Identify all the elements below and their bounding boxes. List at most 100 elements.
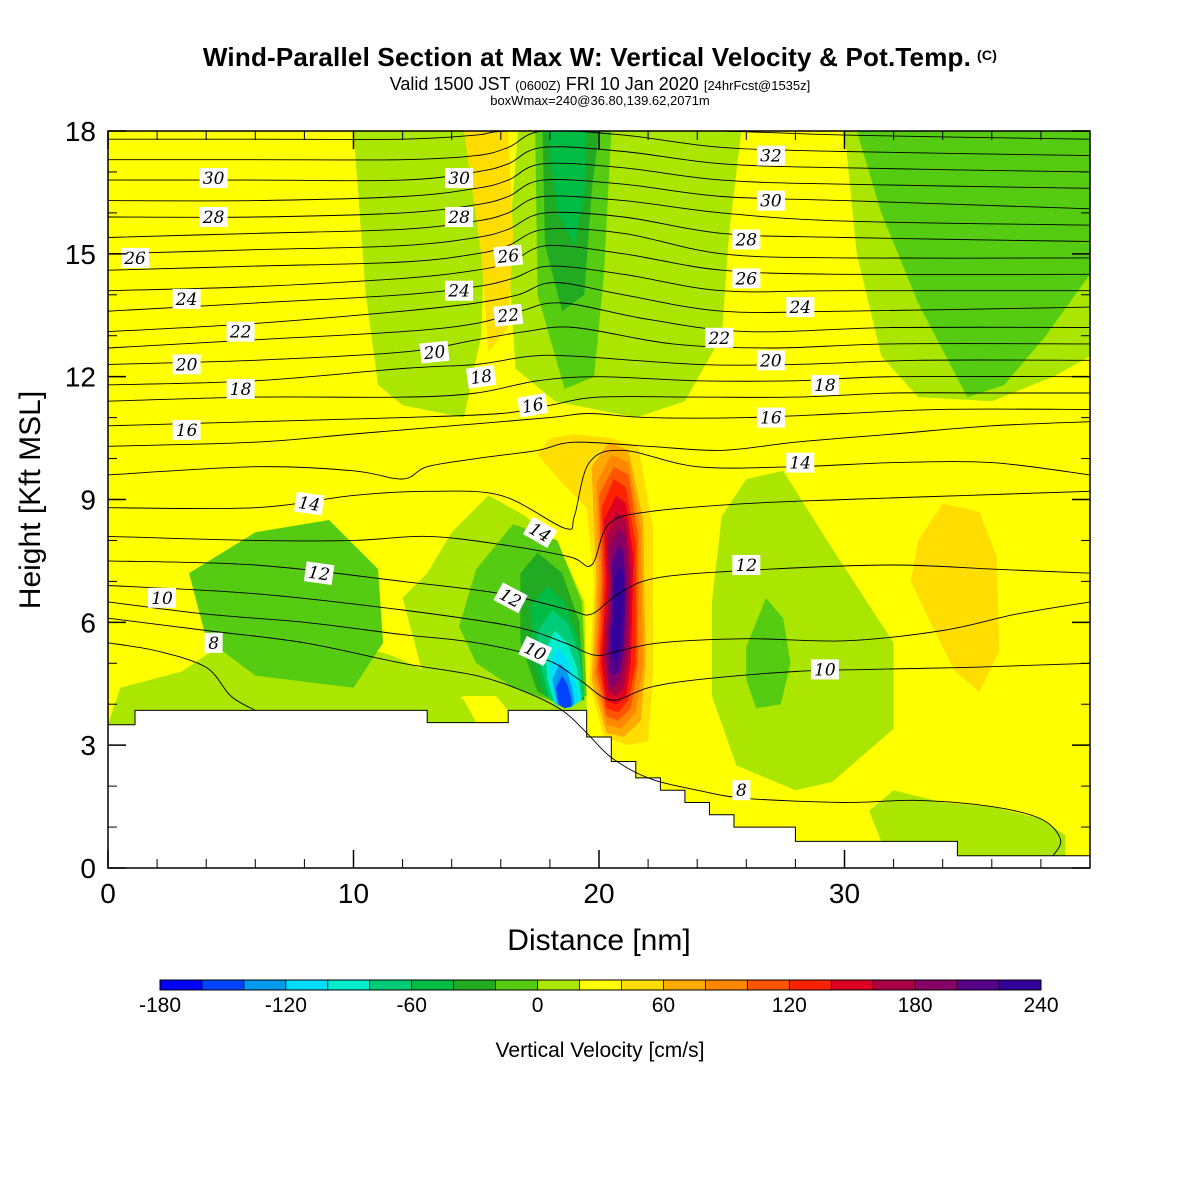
box-info: boxWmax=240@36.80,139.62,2071m: [490, 93, 710, 108]
theta-label-text: 30: [760, 192, 782, 212]
theta-line-24: [108, 244, 1090, 292]
colorbar-swatch: [411, 980, 455, 990]
colorbar-swatch: [663, 980, 706, 990]
colorbar-swatch: [747, 980, 790, 990]
theta-label-31: 16: [756, 407, 785, 429]
theta-label-text: 12: [735, 556, 757, 576]
colorbar-swatch: [705, 980, 748, 990]
valid-date: FRI 10 Jan 2020: [565, 74, 699, 94]
theta-line-28: [108, 179, 1090, 218]
colorbar-tick-label: -60: [397, 994, 427, 1017]
theta-label-7: 16: [172, 419, 201, 441]
theta-label-13: 28: [445, 207, 474, 228]
w-region-15: [746, 597, 791, 709]
theta-label-text: 22: [229, 323, 252, 343]
theta-label-1: 28: [199, 207, 228, 228]
theta-line-29: [108, 162, 1090, 202]
theta-label-28: 22: [705, 327, 734, 349]
theta-label-text: 28: [734, 231, 757, 251]
w-region-9: [547, 131, 587, 246]
theta-label-2: 26: [121, 247, 149, 269]
theta-label-text: 30: [203, 169, 225, 189]
theta-label-text: 20: [175, 355, 198, 375]
theta-label-text: 8: [208, 634, 219, 654]
chart-title-main: Wind-Parallel Section at Max W: Vertical…: [202, 42, 972, 72]
theta-label-text: 16: [760, 409, 782, 429]
theta-line-22: [108, 282, 1090, 333]
colorbar-swatch: [621, 980, 664, 990]
theta-label-35: 8: [732, 780, 751, 801]
theta-label-29: 20: [756, 350, 785, 371]
theta-label-text: 18: [230, 380, 252, 400]
colorbar: -180 -120 -60 0 60 120 180 240: [139, 979, 1059, 1017]
theta-label-25: 28: [732, 229, 761, 251]
w-region-5: [942, 131, 1078, 234]
colorbar-swatch: [957, 980, 1000, 990]
colorbar-tick-label: 60: [652, 994, 675, 1017]
chart-subtitle: Valid 1500 JST (0600Z) FRI 10 Jan 2020 […: [0, 74, 1200, 95]
theta-label-text: 24: [788, 298, 811, 318]
w-region-16: [869, 790, 1066, 856]
theta-label-text: 22: [496, 305, 521, 327]
y-tick-label: 12: [65, 362, 96, 393]
x-tick-label: 30: [829, 878, 860, 909]
theta-label-text: 28: [447, 208, 470, 228]
y-tick-label: 0: [80, 853, 96, 884]
colorbar-swatch: [873, 980, 916, 990]
theta-label-14: 26: [493, 244, 524, 268]
theta-label-text: 26: [734, 269, 757, 289]
colorbar-tick-label: 180: [898, 994, 933, 1017]
theta-line-30: [108, 146, 1090, 182]
theta-label-10: 10: [148, 587, 176, 609]
colorbar-swatch: [537, 980, 581, 990]
theta-line-26: [108, 211, 1090, 255]
y-tick-label: 3: [80, 730, 96, 761]
x-tick-label: 20: [583, 878, 614, 909]
colorbar-swatch: [999, 980, 1042, 990]
colorbar-frame: [159, 979, 1042, 991]
valid-prefix: Valid 1500 JST: [389, 74, 511, 94]
x-axis-title: Distance [nm]: [507, 924, 690, 957]
theta-label-24: 30: [756, 190, 785, 212]
theta-line-10: [108, 601, 1090, 701]
theta-label-0: 30: [199, 168, 228, 189]
theta-label-27: 24: [786, 297, 815, 318]
theta-label-text: 20: [422, 342, 447, 364]
forecast-info: [24hrFcst@1535z]: [703, 78, 811, 93]
theta-line-21: [108, 302, 1090, 349]
theta-label-text: 26: [123, 249, 146, 269]
theta-label-text: 24: [447, 282, 470, 302]
colorbar-swatch: [285, 980, 329, 990]
w-region-14: [711, 470, 894, 791]
theta-label-text: 24: [175, 290, 198, 310]
chart-title-suffix: (C): [977, 47, 998, 63]
y-tick-label: 18: [65, 116, 96, 147]
colorbar-swatch: [243, 980, 287, 990]
theta-line-18: [108, 375, 1090, 402]
y-tick-label: 15: [65, 239, 96, 270]
theta-label-6: 18: [226, 379, 255, 400]
theta-label-3: 24: [172, 288, 201, 310]
vertical-velocity-fills: [108, 131, 1090, 856]
valid-utc: (0600Z): [515, 78, 561, 93]
theta-line-16: [108, 408, 1090, 447]
colorbar-swatch: [789, 980, 832, 990]
theta-line-19: [108, 354, 1090, 386]
y-tick-label: 9: [80, 485, 96, 516]
theta-line-31: [108, 131, 1090, 161]
theta-label-33: 12: [732, 555, 761, 576]
theta-label-text: 22: [707, 329, 730, 349]
theta-label-11: 8: [204, 632, 223, 654]
theta-label-34: 10: [810, 659, 839, 680]
theta-label-30: 18: [810, 374, 839, 396]
theta-line-17: [108, 392, 1090, 427]
terrain-mask: [108, 709, 1090, 868]
theta-label-text: 12: [307, 563, 331, 586]
colorbar-tick-label: -120: [265, 994, 307, 1017]
theta-label-32: 14: [786, 452, 815, 474]
theta-label-4: 22: [226, 321, 255, 343]
w-region-6: [464, 131, 514, 353]
theta-line-20: [108, 326, 1090, 365]
theta-label-text: 28: [202, 208, 225, 228]
